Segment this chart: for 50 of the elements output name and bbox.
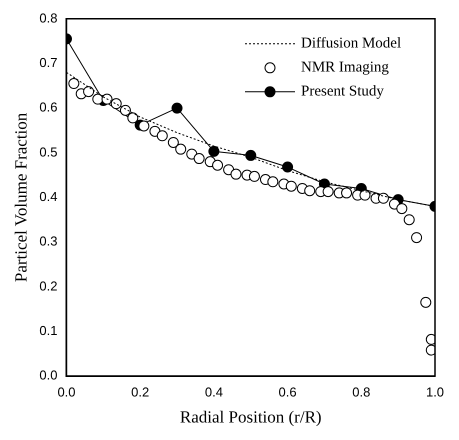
- point: [138, 120, 150, 132]
- point: [172, 102, 183, 114]
- point: [322, 186, 334, 198]
- x-tick-label: 0.4: [204, 384, 223, 400]
- y-tick-label: 0.0: [39, 368, 58, 383]
- point: [378, 192, 389, 204]
- y-tick-label: 0.1: [39, 322, 58, 338]
- point: [420, 296, 432, 308]
- point: [359, 190, 370, 201]
- point: [245, 150, 256, 161]
- x-axis-title: Radial Position (r/R): [180, 407, 322, 426]
- point: [248, 170, 260, 182]
- point: [120, 104, 131, 116]
- x-tick-label: 1.0: [426, 384, 444, 400]
- point: [102, 94, 113, 105]
- point: [110, 98, 122, 110]
- point: [156, 130, 168, 142]
- y-tick-label: 0.6: [39, 100, 58, 115]
- point: [68, 78, 80, 90]
- x-tick-label: 0.2: [131, 384, 150, 400]
- x-tick-label: 0.6: [278, 384, 297, 400]
- point: [127, 112, 138, 124]
- point: [230, 168, 242, 180]
- x-tick-label: 0.0: [57, 384, 76, 400]
- point: [396, 203, 408, 214]
- point: [411, 232, 422, 244]
- point: [282, 162, 294, 173]
- y-tick-label: 0.5: [39, 144, 58, 160]
- point: [168, 136, 179, 148]
- point: [92, 94, 104, 105]
- point: [341, 187, 352, 198]
- y-tick-label: 0.4: [39, 188, 58, 204]
- point: [212, 160, 224, 171]
- legend-label: Present Study: [301, 84, 384, 100]
- point: [404, 214, 415, 226]
- point: [267, 176, 278, 188]
- y-tick-label: 0.2: [39, 278, 58, 294]
- legend-label: Diffusion Model: [301, 36, 402, 52]
- point: [194, 153, 205, 164]
- point: [304, 185, 316, 196]
- y-tick-label: 0.7: [39, 55, 58, 70]
- y-tick-label: 0.8: [39, 10, 58, 26]
- point: [175, 144, 186, 155]
- legend-label: NMR Imaging: [301, 60, 390, 76]
- point: [208, 146, 220, 157]
- x-tick-label: 0.8: [352, 384, 370, 400]
- y-axis-title: Particel Volume Fraction: [12, 112, 31, 282]
- point: [83, 86, 94, 98]
- y-tick-label: 0.3: [39, 234, 58, 249]
- point: [286, 180, 297, 192]
